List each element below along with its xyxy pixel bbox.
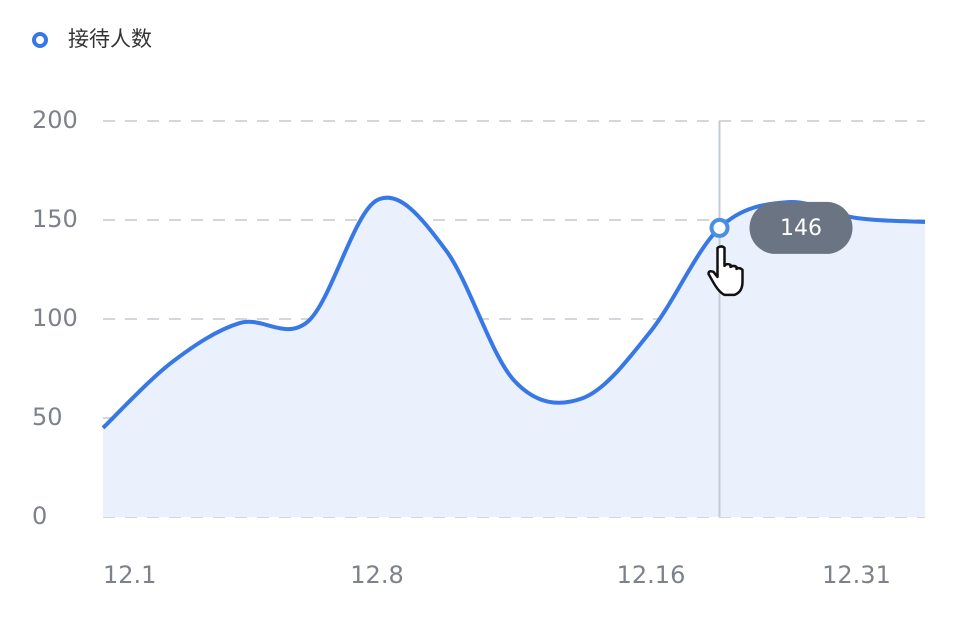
y-tick-label: 150 — [32, 205, 78, 233]
x-tick-label: 12.16 — [617, 561, 686, 589]
tooltip-label: 146 — [780, 216, 822, 241]
x-tick-label: 12.31 — [822, 561, 891, 589]
cursor — [707, 245, 744, 297]
y-tick-label: 100 — [32, 304, 78, 332]
legend-marker — [32, 32, 48, 48]
cursor-hand — [707, 245, 744, 297]
legend-label: 接待人数 — [68, 27, 152, 51]
y-tick-label: 50 — [32, 403, 63, 431]
hover-point — [709, 217, 730, 238]
y-tick-label: 200 — [32, 106, 78, 134]
x-tick-label: 12.1 — [103, 561, 156, 589]
tooltip — [749, 201, 853, 254]
x-tick-label: 12.8 — [350, 561, 403, 589]
y-tick-label: 0 — [32, 502, 47, 530]
